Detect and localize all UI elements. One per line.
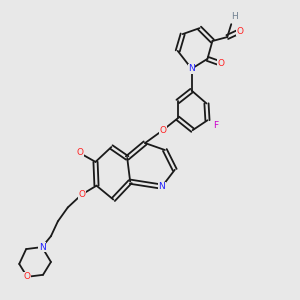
- Text: N: N: [158, 182, 165, 191]
- Text: N: N: [188, 64, 195, 73]
- Text: O: O: [159, 126, 167, 135]
- Text: O: O: [78, 190, 85, 199]
- Text: F: F: [213, 121, 218, 130]
- Text: O: O: [24, 272, 31, 281]
- Text: O: O: [237, 27, 244, 36]
- Text: O: O: [76, 148, 83, 158]
- Text: N: N: [39, 243, 45, 252]
- Text: O: O: [218, 59, 225, 68]
- Text: H: H: [231, 12, 238, 21]
